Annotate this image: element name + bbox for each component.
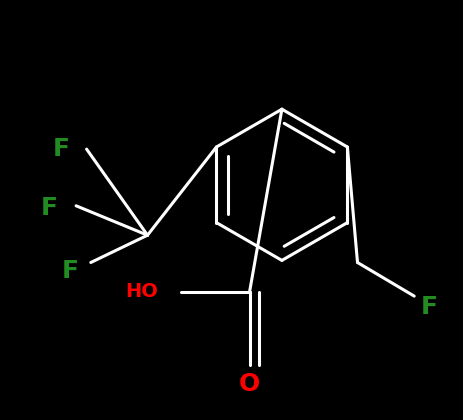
Text: F: F bbox=[420, 294, 438, 319]
Text: F: F bbox=[61, 259, 78, 283]
Text: F: F bbox=[40, 196, 57, 220]
Text: O: O bbox=[239, 372, 260, 396]
Text: F: F bbox=[53, 137, 70, 161]
Text: HO: HO bbox=[125, 282, 157, 302]
